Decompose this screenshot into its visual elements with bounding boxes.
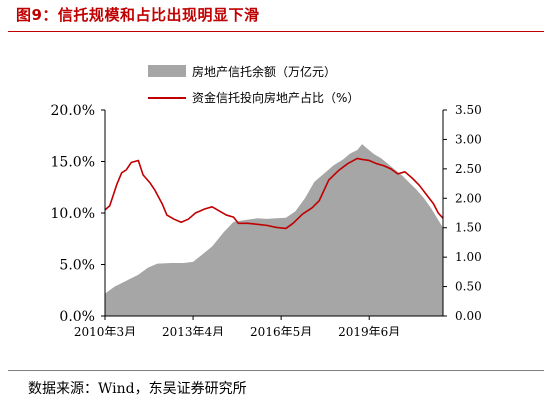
figure-source: 数据来源：Wind，东吴证券研究所 xyxy=(28,381,247,397)
right-axis-tick-label: 1.50 xyxy=(455,221,482,235)
x-axis-tick-label: 2016年5月 xyxy=(250,325,312,336)
line-real-estate-share xyxy=(104,157,444,230)
left-axis-tick-label: 5.0% xyxy=(59,258,95,274)
area-series xyxy=(105,144,443,316)
legend: 房地产信托余额（万亿元） 资金信托投向房地产占比（%） xyxy=(148,64,359,105)
left-axis-tick-label: 20.0% xyxy=(51,103,95,119)
source-divider xyxy=(8,370,544,371)
figure-header: 图9：信托规模和占比出现明显下滑 xyxy=(0,0,552,32)
legend-label-area: 房地产信托余额（万亿元） xyxy=(192,64,336,79)
x-axis-tick-label: 2013年4月 xyxy=(162,325,224,336)
legend-label-line: 资金信托投向房地产占比（%） xyxy=(192,90,359,105)
right-axis-tick-label: 0.00 xyxy=(455,309,482,323)
chart: 0.0% 5.0% 10.0% 15.0% 20.0% 0.00 0.50 1.00 1.50 2… xyxy=(51,64,482,336)
area-fill-real-estate-trust-balance xyxy=(105,144,443,316)
x-axis-tick-label: 2019年6月 xyxy=(338,325,400,336)
right-axis-tick-label: 3.50 xyxy=(455,103,482,117)
x-axis-tick-label: 2010年3月 xyxy=(74,325,136,336)
right-axis-tick-label: 2.50 xyxy=(455,162,482,176)
left-axis-tick-label: 10.0% xyxy=(51,206,95,222)
title-divider xyxy=(8,31,544,32)
left-axis-tick-label: 15.0% xyxy=(51,155,95,171)
right-axis-tick-label: 0.50 xyxy=(455,280,482,294)
figure-title: 图9：信托规模和占比出现明显下滑 xyxy=(16,6,260,24)
axes: 0.0% 5.0% 10.0% 15.0% 20.0% 0.00 0.50 1.00 1.50 2… xyxy=(51,103,482,336)
left-axis-tick-label: 0.0% xyxy=(59,309,95,325)
right-axis-tick-label: 3.00 xyxy=(455,132,482,146)
line-series xyxy=(104,157,444,230)
right-axis-tick-label: 1.00 xyxy=(455,250,482,264)
legend-swatch-area xyxy=(148,65,186,77)
right-axis-tick-label: 2.00 xyxy=(455,191,482,205)
